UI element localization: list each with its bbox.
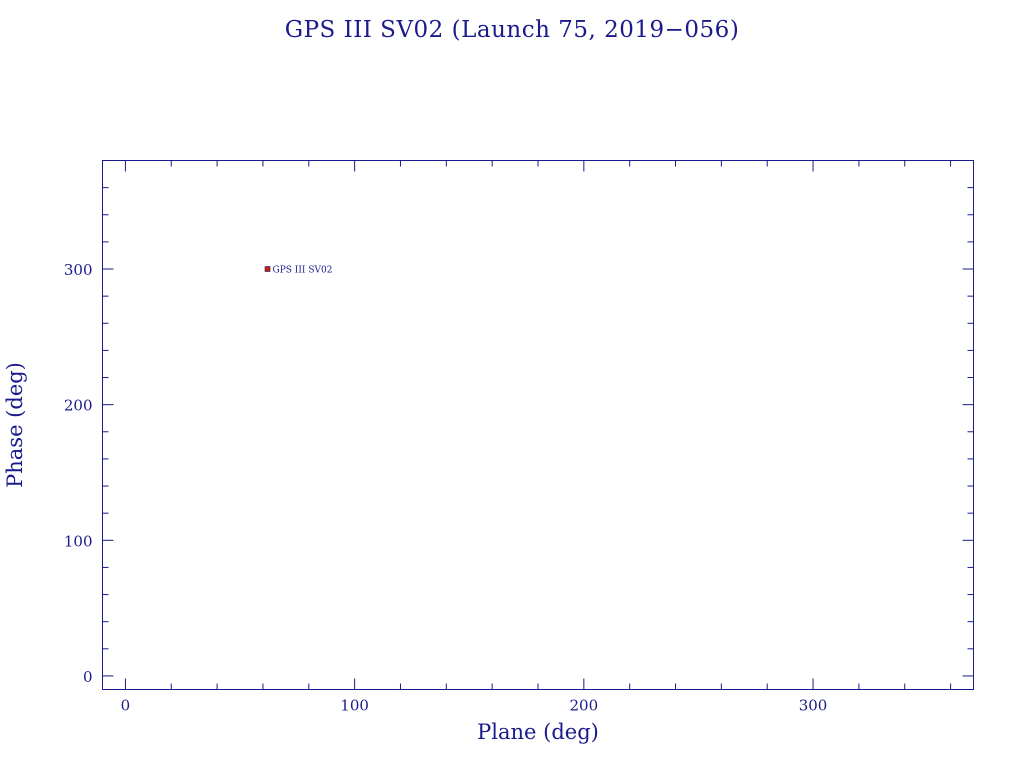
x-tick-label: 300 (799, 697, 828, 715)
x-axis-label: Plane (deg) (477, 720, 599, 744)
plot-frame (102, 160, 974, 690)
axis-ticks (102, 160, 974, 690)
y-axis-label: Phase (deg) (3, 362, 27, 488)
y-tick-label: 0 (83, 668, 93, 686)
chart-title: GPS III SV02 (Launch 75, 2019−056) (285, 17, 740, 43)
x-tick-labels: 0 100 200 300 (121, 697, 828, 715)
point-label: GPS III SV02 (273, 266, 333, 276)
y-tick-label: 100 (64, 532, 93, 550)
y-tick-label: 200 (64, 397, 93, 415)
x-tick-label: 0 (121, 697, 131, 715)
y-tick-label: 300 (64, 261, 93, 279)
data-point (264, 266, 271, 272)
x-tick-label: 200 (570, 697, 599, 715)
x-tick-label: 100 (340, 697, 369, 715)
y-tick-labels: 0 100 200 300 (64, 261, 93, 686)
data-points: GPS III SV02 (264, 266, 333, 276)
